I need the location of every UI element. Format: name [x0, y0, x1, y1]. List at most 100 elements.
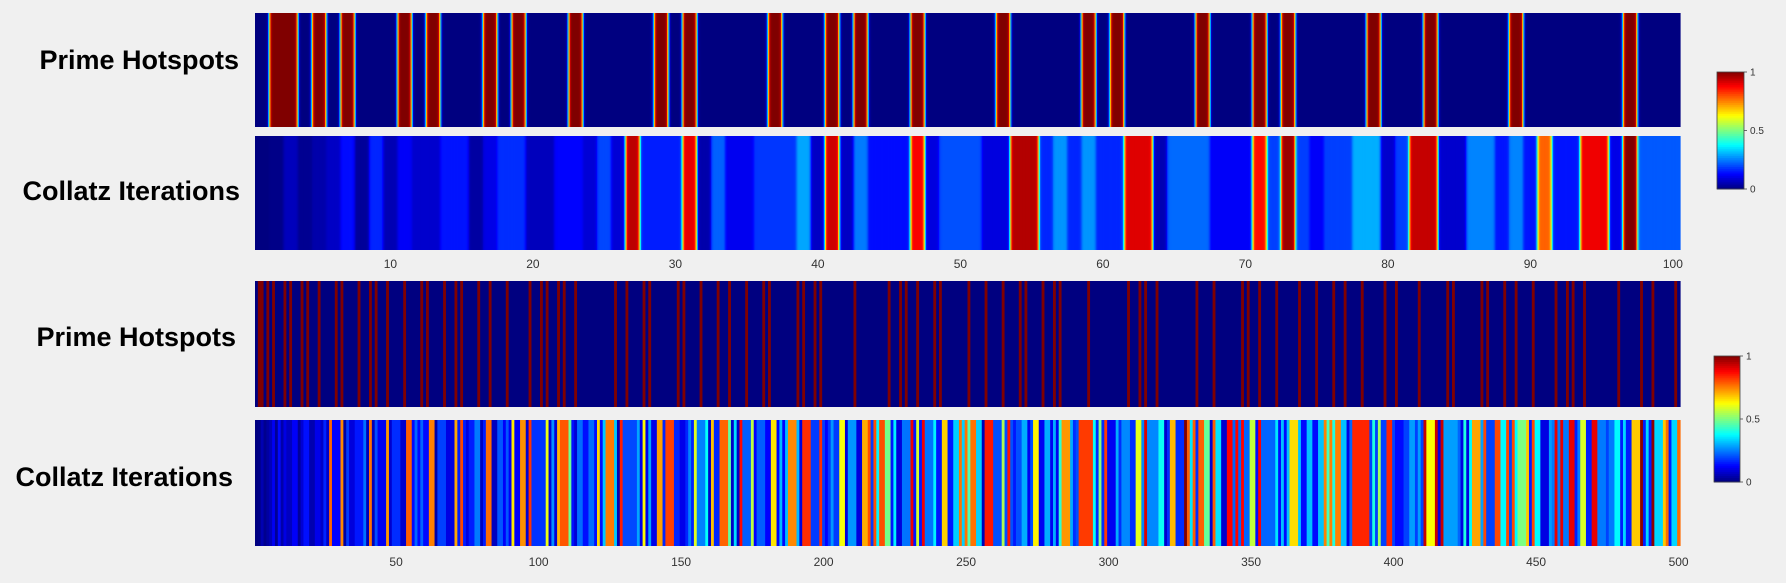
heat-cell — [509, 281, 512, 407]
heat-cell — [1273, 281, 1275, 407]
heat-cell — [761, 281, 763, 407]
heat-cell — [1194, 136, 1197, 250]
heat-cell — [1200, 281, 1202, 407]
heat-cell — [1107, 136, 1110, 250]
heat-cell — [1181, 420, 1183, 546]
heat-cell — [910, 13, 913, 127]
heat-cell — [1098, 281, 1101, 407]
heat-cell — [1167, 281, 1169, 407]
heat-cell — [1094, 136, 1097, 250]
heat-cell — [1431, 281, 1433, 407]
heat-cell — [869, 420, 872, 546]
heat-cell — [471, 13, 473, 127]
heat-cell — [1093, 281, 1096, 407]
heat-cell — [340, 420, 343, 546]
heat-cell — [694, 13, 697, 127]
heat-cell — [809, 136, 812, 250]
heat-cell — [1471, 281, 1473, 407]
heat-cell — [696, 281, 699, 407]
heat-cell — [1139, 13, 1142, 127]
heat-cell — [1239, 136, 1242, 250]
heat-cell — [1484, 136, 1486, 250]
heat-cell — [910, 136, 913, 250]
heat-cell — [785, 281, 787, 407]
heat-cell — [960, 13, 963, 127]
heat-cell — [805, 281, 807, 407]
heat-cell — [1283, 136, 1286, 250]
heat-cell — [420, 13, 422, 127]
heat-cell — [749, 281, 752, 407]
heat-cell — [1180, 13, 1182, 127]
heat-cell — [800, 281, 802, 407]
heat-cell — [1165, 281, 1167, 407]
heat-cell — [391, 136, 394, 250]
heat-cell — [1524, 281, 1526, 407]
heat-cell — [880, 136, 883, 250]
heat-cell — [929, 13, 932, 127]
heat-cell — [1005, 420, 1008, 546]
heat-cell — [768, 420, 771, 546]
heat-cell — [502, 420, 505, 546]
heat-cell — [1384, 13, 1387, 127]
heat-cell — [527, 281, 530, 407]
heat-cell — [300, 281, 303, 407]
heat-cell — [676, 281, 679, 407]
heat-cell — [309, 420, 311, 546]
heat-cell — [768, 13, 770, 127]
heat-cell — [1511, 13, 1514, 127]
heat-cell — [1408, 281, 1410, 407]
heat-cell — [585, 420, 588, 546]
heat-cell — [312, 136, 314, 250]
heat-cell — [1042, 281, 1045, 407]
heat-cell — [549, 281, 552, 407]
heat-cell — [427, 136, 429, 250]
heat-cell — [1246, 13, 1249, 127]
heat-cell — [1049, 281, 1051, 407]
heat-cell — [1665, 136, 1668, 250]
heat-cell — [1129, 281, 1131, 407]
heat-cell — [404, 136, 407, 250]
heat-cell — [987, 420, 989, 546]
heat-cell — [1677, 13, 1680, 127]
heat-cell — [1192, 281, 1195, 407]
heat-cell — [1569, 136, 1572, 250]
heat-cell — [398, 281, 400, 407]
heat-cell — [1338, 281, 1341, 407]
heat-cell — [1494, 13, 1497, 127]
heat-cell — [781, 13, 783, 127]
heat-cell — [929, 281, 932, 407]
heat-cell — [287, 136, 289, 250]
heat-cell — [1368, 281, 1370, 407]
heat-cell — [639, 420, 642, 546]
heat-cell — [1359, 136, 1362, 250]
heat-cell — [1037, 420, 1040, 546]
heat-cell — [1403, 13, 1406, 127]
heat-cell — [952, 420, 954, 546]
heat-cell — [1183, 281, 1185, 407]
heat-cell — [1036, 13, 1039, 127]
heat-cell — [866, 420, 869, 546]
heat-cell — [935, 136, 938, 250]
heat-cell — [762, 420, 764, 546]
colorbar-segment — [1717, 146, 1744, 150]
heat-cell — [301, 420, 304, 546]
heat-cell — [1133, 13, 1136, 127]
heat-cell — [1336, 136, 1339, 250]
heat-cell — [1222, 281, 1224, 407]
heat-cell — [1426, 281, 1428, 407]
heat-cell — [619, 420, 622, 546]
heat-cell — [933, 13, 935, 127]
heat-cell — [386, 13, 389, 127]
heat-cell — [264, 13, 267, 127]
heat-cell — [1524, 136, 1527, 250]
heat-cell — [326, 420, 328, 546]
heat-cell — [1369, 281, 1371, 407]
heat-cell — [1636, 13, 1638, 127]
heat-cell — [1459, 136, 1461, 250]
heat-cell — [1449, 13, 1452, 127]
heat-cell — [808, 281, 811, 407]
heat-cell — [1456, 281, 1459, 407]
heat-cell — [259, 13, 262, 127]
heat-cell — [833, 420, 836, 546]
heat-cell — [632, 136, 635, 250]
